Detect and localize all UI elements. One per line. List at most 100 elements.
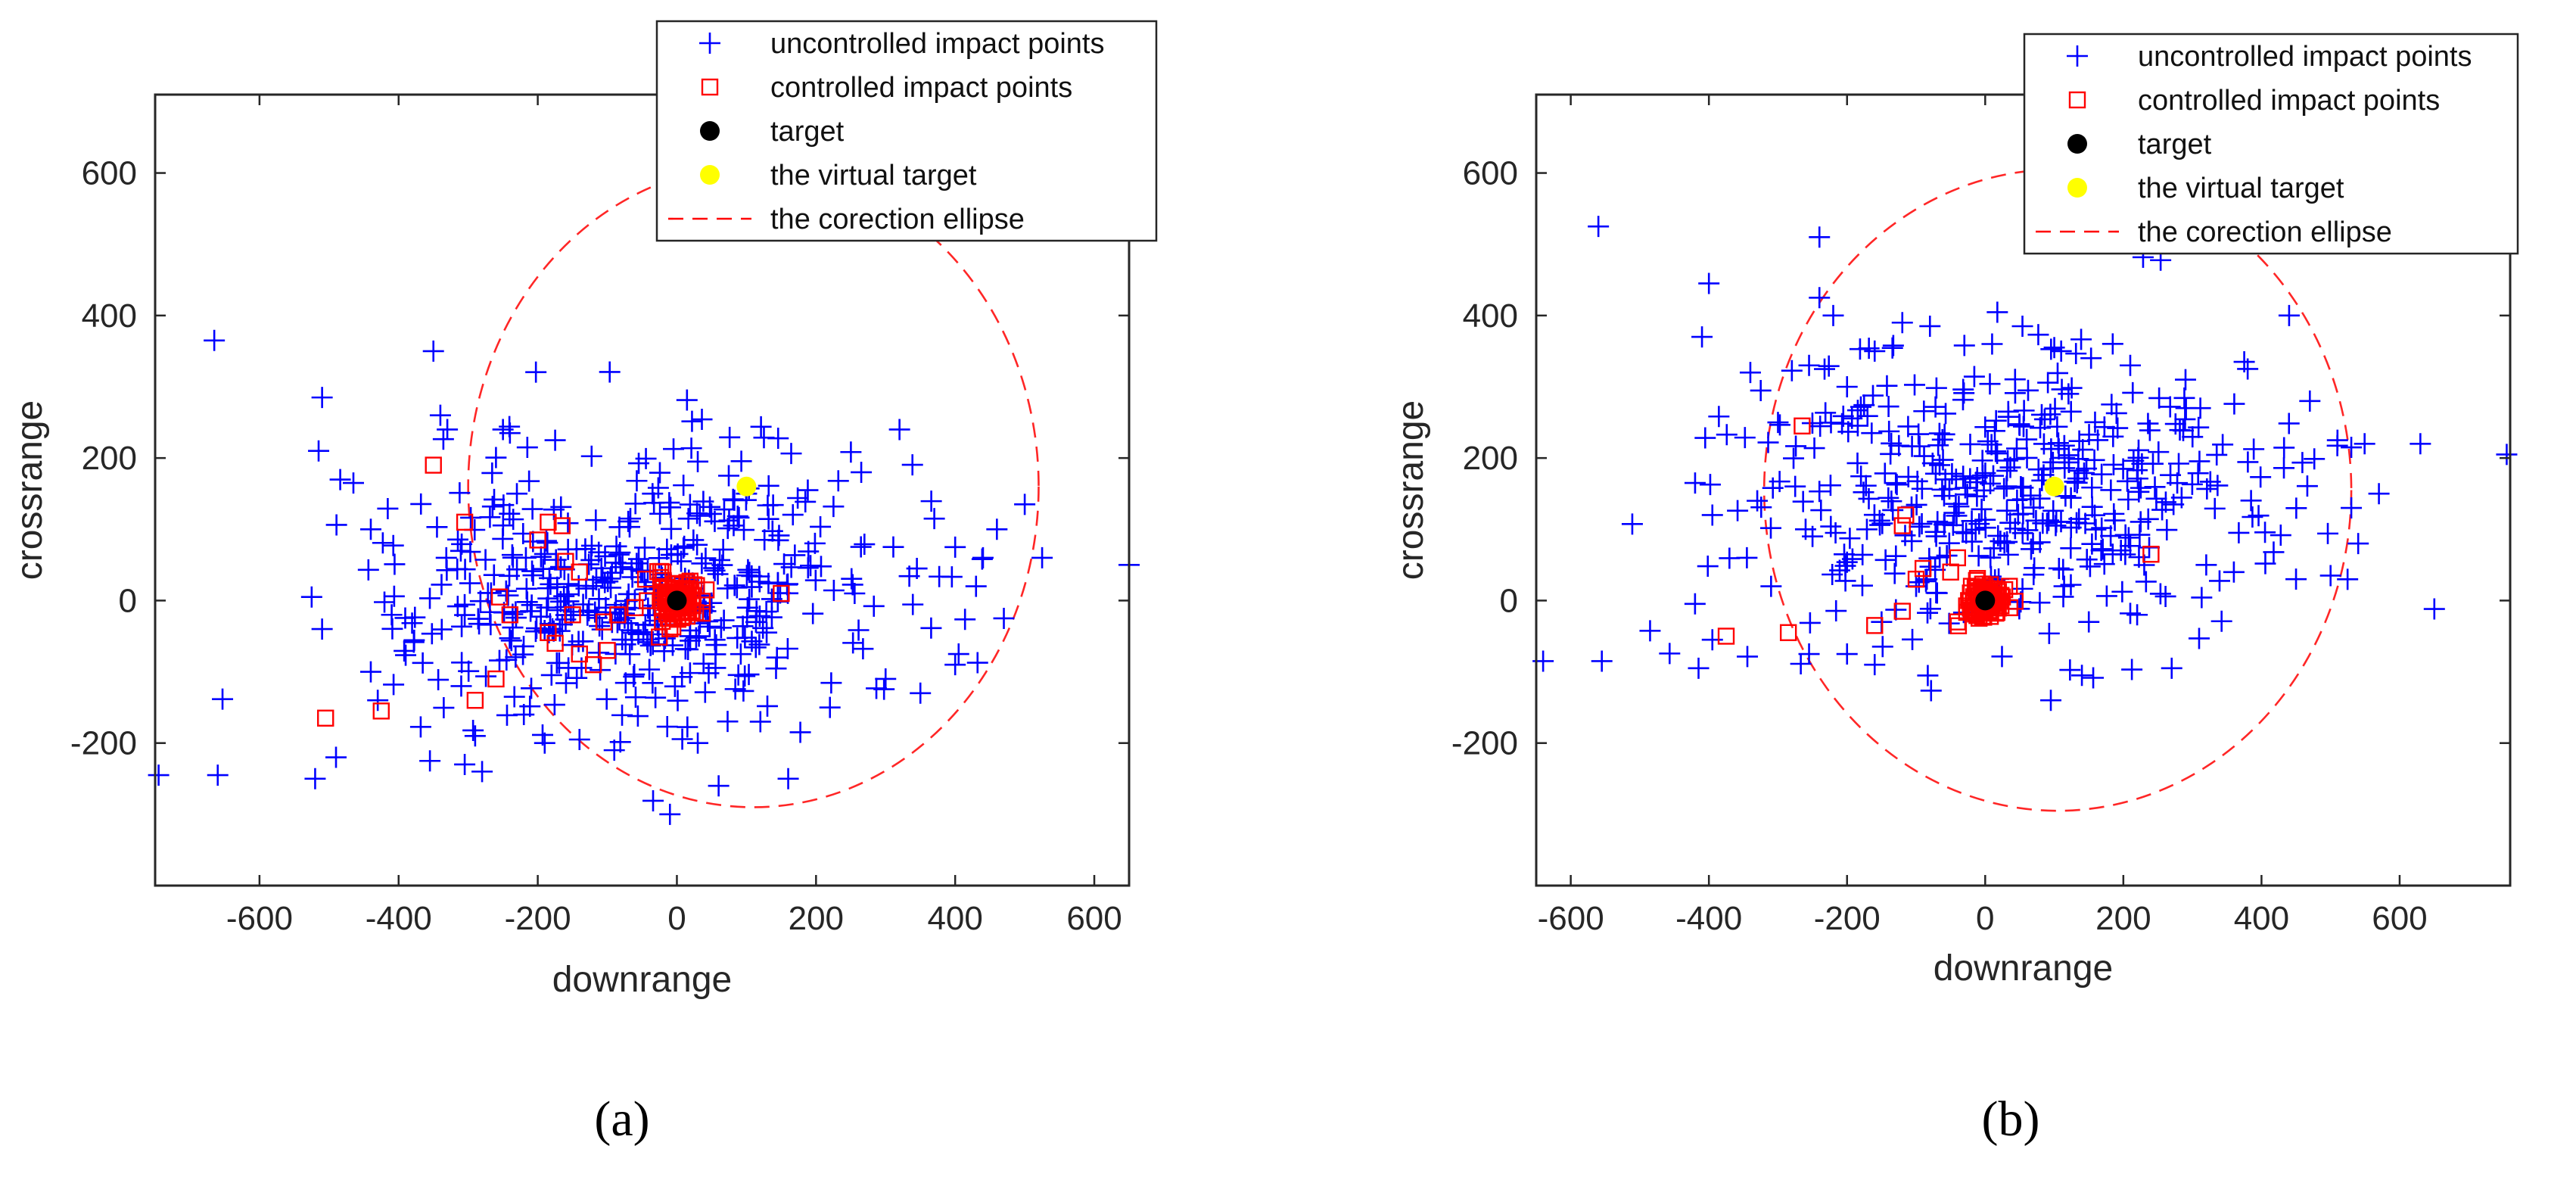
- uncontrolled-impact-point: [619, 508, 641, 530]
- uncontrolled-impact-point: [311, 618, 333, 640]
- uncontrolled-impact-point: [656, 716, 678, 738]
- uncontrolled-impact-point: [920, 617, 942, 639]
- uncontrolled-impact-point: [642, 483, 664, 505]
- uncontrolled-impact-point: [2237, 451, 2259, 473]
- uncontrolled-impact-point: [1934, 469, 1956, 490]
- uncontrolled-impact-point: [782, 504, 804, 526]
- uncontrolled-impact-point: [437, 419, 459, 441]
- uncontrolled-impact-point: [1906, 494, 1927, 515]
- uncontrolled-impact-point: [481, 462, 503, 484]
- uncontrolled-impact-point: [2102, 543, 2123, 565]
- uncontrolled-impact-point: [683, 529, 705, 551]
- uncontrolled-impact-point: [2341, 437, 2363, 459]
- uncontrolled-impact-point: [852, 638, 874, 660]
- uncontrolled-impact-point: [1926, 582, 1948, 604]
- uncontrolled-impact-point: [1809, 416, 1831, 437]
- uncontrolled-impact-point: [624, 687, 646, 708]
- uncontrolled-impact-point: [1810, 500, 1832, 522]
- uncontrolled-impact-point: [2037, 372, 2059, 394]
- panel-a: -600 -400 -200 0 200 400 600 -200 0 200 400 600 dow…: [10, 20, 1158, 1147]
- y-tick-label: -200: [70, 725, 137, 762]
- uncontrolled-impact-point: [2008, 414, 2030, 436]
- uncontrolled-impact-point: [1815, 402, 1837, 424]
- uncontrolled-impact-point: [1818, 355, 1840, 377]
- uncontrolled-impact-point: [954, 609, 976, 631]
- legend-label: controlled impact points: [770, 72, 1072, 104]
- uncontrolled-impact-point: [707, 563, 729, 585]
- virtual-target-marker: [736, 476, 757, 497]
- uncontrolled-impact-point: [2191, 587, 2213, 609]
- uncontrolled-impact-point: [488, 649, 510, 671]
- targets-b: [1975, 476, 2064, 611]
- uncontrolled-impact-point: [2174, 408, 2196, 430]
- uncontrolled-impact-point: [342, 472, 364, 494]
- uncontrolled-impact-point: [2273, 457, 2295, 479]
- controlled-impact-point: [1949, 549, 1966, 567]
- uncontrolled-impact-point: [687, 450, 709, 472]
- uncontrolled-impact-point: [1762, 477, 1784, 499]
- uncontrolled-impact-point: [1684, 593, 1706, 615]
- uncontrolled-impact-point: [643, 492, 665, 514]
- uncontrolled-impact-point: [2137, 413, 2159, 434]
- uncontrolled-impact-point: [2154, 491, 2176, 513]
- uncontrolled-impact-point: [2285, 568, 2307, 590]
- uncontrolled-impact-point: [748, 634, 770, 655]
- uncontrolled-impact-point: [2285, 497, 2307, 519]
- uncontrolled-impact-point: [329, 469, 351, 490]
- uncontrolled-impact-point: [1699, 474, 1721, 496]
- uncontrolled-impact-point: [359, 518, 381, 540]
- uncontrolled-impact-point: [474, 549, 496, 571]
- uncontrolled-impact-point: [2188, 416, 2210, 438]
- uncontrolled-impact-point: [1953, 382, 1975, 404]
- uncontrolled-impact-point: [580, 549, 602, 571]
- uncontrolled-impact-point: [739, 588, 761, 610]
- uncontrolled-impact-point: [1809, 481, 1831, 503]
- uncontrolled-impact-point: [645, 687, 667, 708]
- uncontrolled-impact-point: [521, 498, 543, 520]
- y-tick-label: 600: [1463, 155, 1518, 192]
- legend-label: the virtual target: [2138, 173, 2344, 204]
- uncontrolled-impact-point: [736, 596, 758, 618]
- uncontrolled-impact-point: [568, 729, 590, 751]
- uncontrolled-impact-point: [1956, 484, 1978, 506]
- controlled-impact-point: [1866, 617, 1884, 634]
- uncontrolled-impact-point: [704, 559, 726, 581]
- uncontrolled-impact-point: [2326, 429, 2348, 451]
- uncontrolled-impact-point: [1760, 517, 1781, 539]
- uncontrolled-impact-point: [2043, 337, 2065, 359]
- uncontrolled-impact-point: [1849, 338, 1871, 360]
- uncontrolled-impact-point: [2126, 604, 2148, 626]
- uncontrolled-impact-point: [736, 565, 758, 587]
- uncontrolled-impact-point: [2085, 518, 2107, 540]
- uncontrolled-impact-point: [431, 618, 453, 640]
- uncontrolled-impact-point: [2038, 622, 2060, 644]
- controlled-impact-point: [571, 645, 588, 663]
- uncontrolled-impact-point: [492, 515, 514, 537]
- axis-ticks-a: -600 -400 -200 0 200 400 600 -200 0 200 400 600: [70, 95, 1129, 937]
- uncontrolled-impact-point: [2127, 439, 2149, 461]
- uncontrolled-impact-point: [1953, 335, 1975, 357]
- uncontrolled-impact-point: [739, 562, 761, 584]
- uncontrolled-impact-point: [611, 704, 633, 726]
- uncontrolled-impact-point: [483, 564, 505, 586]
- uncontrolled-impact-point: [694, 681, 716, 703]
- uncontrolled-impact-point: [543, 694, 565, 716]
- uncontrolled-impact-point: [1691, 326, 1713, 348]
- uncontrolled-impact-point: [2047, 432, 2069, 454]
- uncontrolled-impact-point: [1792, 490, 1814, 512]
- uncontrolled-impact-point: [2013, 416, 2034, 437]
- uncontrolled-impact-point: [479, 601, 501, 623]
- uncontrolled-impact-point: [1825, 522, 1846, 544]
- uncontrolled-impact-point: [1974, 509, 1996, 531]
- uncontrolled-impact-point: [2114, 524, 2136, 546]
- uncontrolled-impact-point: [2278, 413, 2300, 434]
- uncontrolled-impact-point: [2304, 448, 2326, 470]
- uncontrolled-impact-point: [2051, 378, 2073, 400]
- x-tick-label: -400: [1675, 900, 1742, 937]
- uncontrolled-impact-point: [2030, 417, 2051, 439]
- uncontrolled-impact-point: [1965, 518, 1986, 540]
- uncontrolled-impact-point: [677, 638, 699, 660]
- virtual-target-marker: [2044, 476, 2064, 497]
- uncontrolled-impact-point: [717, 518, 739, 540]
- uncontrolled-impact-point: [993, 607, 1015, 629]
